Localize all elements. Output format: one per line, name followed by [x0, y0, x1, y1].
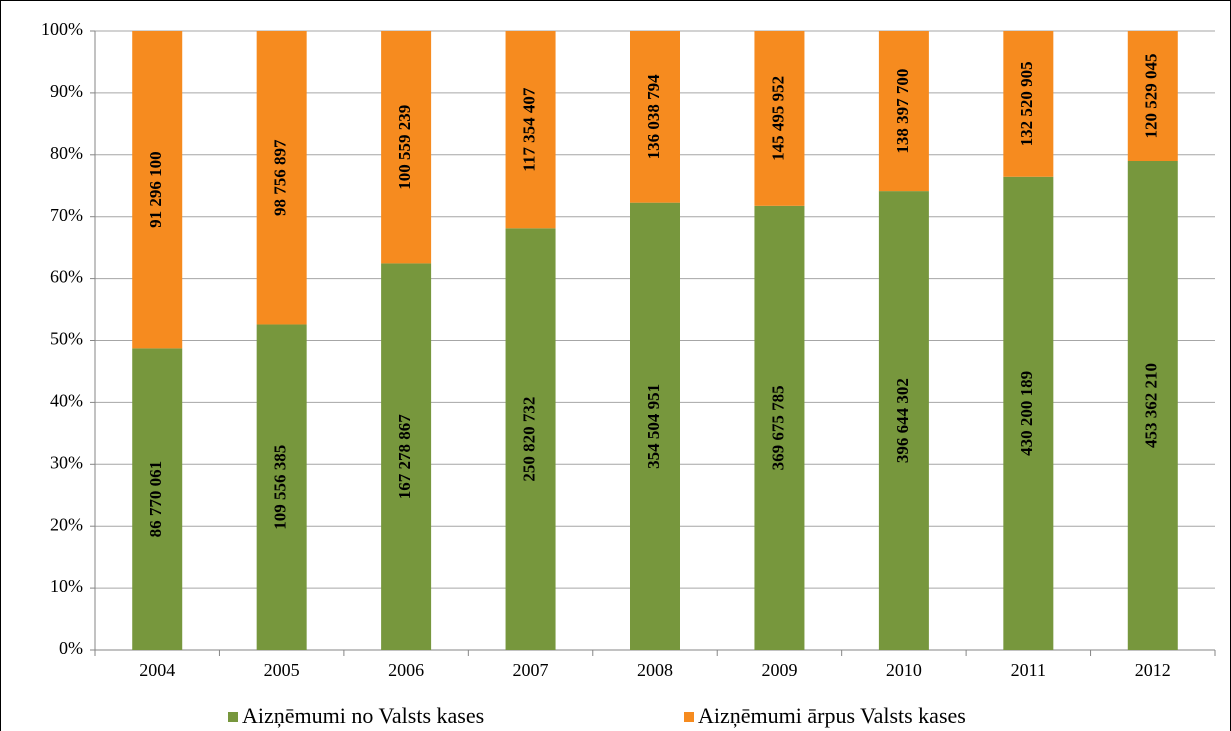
bar-segment — [1127, 31, 1178, 162]
bar-segment — [878, 191, 929, 650]
x-tick-label: 2011 — [1011, 660, 1046, 680]
y-tick-label: 0% — [59, 638, 83, 658]
bar-segment — [132, 348, 183, 650]
bar-segment — [381, 31, 432, 264]
x-tick-label: 2005 — [264, 660, 300, 680]
y-tick-label: 20% — [50, 514, 83, 534]
y-tick-label: 80% — [50, 143, 83, 163]
value-label: 354 504 951 — [644, 384, 663, 469]
legend-label: Aizņēmumi ārpus Valsts kases — [698, 703, 966, 728]
x-tick-label: 2008 — [637, 660, 673, 680]
y-tick-label: 50% — [50, 329, 83, 349]
value-label: 98 756 897 — [271, 139, 290, 216]
y-tick-label: 30% — [50, 452, 83, 472]
value-label: 109 556 385 — [271, 445, 290, 530]
bar-segment — [754, 31, 805, 206]
legend-swatch — [684, 712, 694, 722]
y-tick-label: 60% — [50, 267, 83, 287]
x-tick-label: 2006 — [388, 660, 424, 680]
bar-segment — [256, 324, 307, 650]
value-label: 132 520 905 — [1017, 61, 1036, 146]
bar-segment — [256, 31, 307, 325]
y-tick-label: 70% — [50, 205, 83, 225]
value-label: 453 362 210 — [1142, 363, 1161, 448]
bar-segment — [505, 228, 556, 650]
value-label: 86 770 061 — [146, 461, 165, 537]
bar-segment — [754, 205, 805, 650]
value-label: 100 559 239 — [395, 105, 414, 190]
value-label: 136 038 794 — [644, 74, 663, 160]
bar-segment — [630, 31, 680, 203]
bar-segment — [1003, 176, 1054, 650]
value-label: 167 278 867 — [395, 414, 414, 500]
value-label: 369 675 785 — [768, 385, 787, 470]
value-label: 250 820 732 — [519, 397, 538, 482]
bar-segment — [505, 31, 556, 229]
legend-label: Aizņēmumi no Valsts kases — [242, 703, 484, 728]
value-label: 145 495 952 — [768, 76, 787, 161]
value-label: 120 529 045 — [1142, 54, 1161, 139]
x-tick-label: 2009 — [761, 660, 797, 680]
bar-segment — [1003, 31, 1054, 177]
value-label: 117 354 407 — [519, 87, 538, 172]
bar-segment — [630, 202, 680, 650]
y-tick-label: 100% — [41, 19, 83, 39]
x-tick-label: 2004 — [139, 660, 175, 680]
x-tick-label: 2010 — [886, 660, 922, 680]
x-tick-label: 2007 — [513, 660, 549, 680]
bar-segment — [878, 31, 929, 192]
value-label: 91 296 100 — [146, 151, 165, 228]
x-tick-label: 2012 — [1135, 660, 1171, 680]
value-label: 138 397 700 — [893, 69, 912, 154]
legend-swatch — [228, 712, 238, 722]
value-label: 396 644 302 — [893, 378, 912, 463]
value-label: 430 200 189 — [1017, 371, 1036, 456]
bar-segment — [381, 263, 432, 650]
bar-segment — [1127, 161, 1178, 651]
y-tick-label: 10% — [50, 576, 83, 596]
y-tick-label: 40% — [50, 391, 83, 411]
bar-segment — [132, 31, 183, 349]
y-tick-label: 90% — [50, 81, 83, 101]
